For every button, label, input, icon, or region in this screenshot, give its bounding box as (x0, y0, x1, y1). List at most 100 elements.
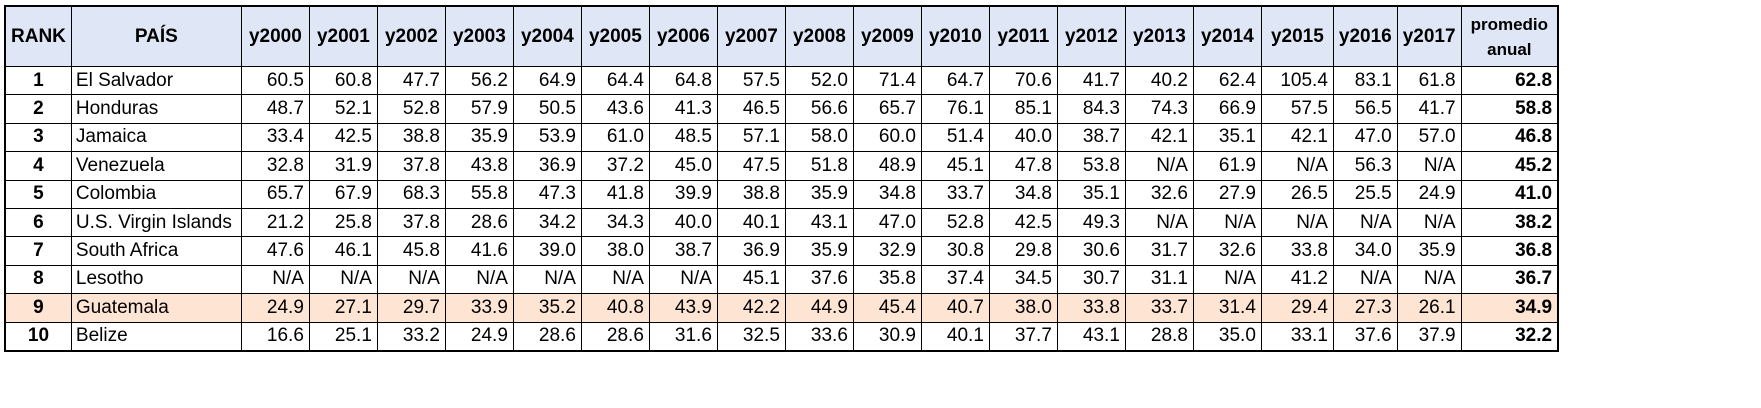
rank-cell[interactable]: 9 (4, 293, 72, 323)
value-cell[interactable]: N/A (1124, 151, 1194, 181)
value-cell[interactable]: 48.9 (852, 151, 922, 181)
value-cell[interactable]: 70.6 (988, 65, 1058, 96)
value-cell[interactable]: 84.3 (1056, 94, 1126, 124)
column-header[interactable]: y2017 (1396, 5, 1462, 67)
value-cell[interactable]: 30.9 (852, 321, 922, 352)
average-cell[interactable]: 41.0 (1460, 179, 1559, 209)
value-cell[interactable]: 36.9 (716, 236, 786, 266)
rank-cell[interactable]: 10 (4, 321, 72, 352)
value-cell[interactable]: 45.1 (716, 264, 786, 295)
country-cell[interactable]: Lesotho (70, 264, 242, 295)
value-cell[interactable]: N/A (1396, 264, 1462, 295)
value-cell[interactable]: 48.7 (240, 94, 310, 124)
value-cell[interactable]: 35.2 (512, 293, 582, 323)
column-header[interactable]: PAÍS (70, 5, 242, 67)
value-cell[interactable]: 31.4 (1192, 293, 1262, 323)
column-header[interactable]: y2003 (444, 5, 514, 67)
value-cell[interactable]: 27.1 (308, 293, 378, 323)
value-cell[interactable]: 42.1 (1260, 122, 1334, 153)
value-cell[interactable]: 46.5 (716, 94, 786, 124)
value-cell[interactable]: 31.1 (1124, 264, 1194, 295)
value-cell[interactable]: 40.0 (988, 122, 1058, 153)
value-cell[interactable]: 45.1 (920, 151, 990, 181)
value-cell[interactable]: 28.6 (444, 207, 514, 238)
value-cell[interactable]: 43.9 (648, 293, 718, 323)
country-cell[interactable]: Jamaica (70, 122, 242, 153)
value-cell[interactable]: 47.8 (988, 151, 1058, 181)
value-cell[interactable]: 37.4 (920, 264, 990, 295)
value-cell[interactable]: 37.8 (376, 207, 446, 238)
value-cell[interactable]: 35.1 (1192, 122, 1262, 153)
value-cell[interactable]: 62.4 (1192, 65, 1262, 96)
value-cell[interactable]: 41.2 (1260, 264, 1334, 295)
value-cell[interactable]: 48.5 (648, 122, 718, 153)
value-cell[interactable]: 30.7 (1056, 264, 1126, 295)
value-cell[interactable]: 41.8 (580, 179, 650, 209)
value-cell[interactable]: 40.1 (716, 207, 786, 238)
value-cell[interactable]: 64.4 (580, 65, 650, 96)
value-cell[interactable]: 61.9 (1192, 151, 1262, 181)
average-cell[interactable]: 62.8 (1460, 65, 1559, 96)
value-cell[interactable]: 60.5 (240, 65, 310, 96)
value-cell[interactable]: 41.3 (648, 94, 718, 124)
value-cell[interactable]: N/A (376, 264, 446, 295)
value-cell[interactable]: N/A (1192, 264, 1262, 295)
value-cell[interactable]: 67.9 (308, 179, 378, 209)
value-cell[interactable]: 33.4 (240, 122, 310, 153)
column-header[interactable]: y2005 (580, 5, 650, 67)
value-cell[interactable]: 25.8 (308, 207, 378, 238)
value-cell[interactable]: 52.1 (308, 94, 378, 124)
value-cell[interactable]: 35.9 (444, 122, 514, 153)
value-cell[interactable]: 52.8 (920, 207, 990, 238)
value-cell[interactable]: 47.0 (852, 207, 922, 238)
value-cell[interactable]: 32.6 (1124, 179, 1194, 209)
value-cell[interactable]: 43.1 (1056, 321, 1126, 352)
value-cell[interactable]: N/A (512, 264, 582, 295)
average-cell[interactable]: 34.9 (1460, 293, 1559, 323)
value-cell[interactable]: 35.9 (784, 179, 854, 209)
average-cell[interactable]: 38.2 (1460, 207, 1559, 238)
value-cell[interactable]: 76.1 (920, 94, 990, 124)
value-cell[interactable]: 49.3 (1056, 207, 1126, 238)
column-header[interactable]: y2000 (240, 5, 310, 67)
value-cell[interactable]: 47.6 (240, 236, 310, 266)
value-cell[interactable]: N/A (1396, 207, 1462, 238)
value-cell[interactable]: 33.2 (376, 321, 446, 352)
value-cell[interactable]: 40.7 (920, 293, 990, 323)
value-cell[interactable]: 47.7 (376, 65, 446, 96)
value-cell[interactable]: 37.6 (1332, 321, 1398, 352)
column-header[interactable]: y2016 (1332, 5, 1398, 67)
value-cell[interactable]: 36.9 (512, 151, 582, 181)
value-cell[interactable]: N/A (1332, 264, 1398, 295)
column-header[interactable]: y2012 (1056, 5, 1126, 67)
column-header[interactable]: y2007 (716, 5, 786, 67)
value-cell[interactable]: 40.2 (1124, 65, 1194, 96)
value-cell[interactable]: 33.8 (1260, 236, 1334, 266)
value-cell[interactable]: 32.5 (716, 321, 786, 352)
value-cell[interactable]: 26.5 (1260, 179, 1334, 209)
value-cell[interactable]: 83.1 (1332, 65, 1398, 96)
value-cell[interactable]: 40.0 (648, 207, 718, 238)
value-cell[interactable]: N/A (580, 264, 650, 295)
value-cell[interactable]: 47.5 (716, 151, 786, 181)
column-header[interactable]: y2008 (784, 5, 854, 67)
value-cell[interactable]: 56.3 (1332, 151, 1398, 181)
value-cell[interactable]: 51.4 (920, 122, 990, 153)
value-cell[interactable]: 29.4 (1260, 293, 1334, 323)
average-cell[interactable]: 45.2 (1460, 151, 1559, 181)
value-cell[interactable]: 65.7 (240, 179, 310, 209)
value-cell[interactable]: 34.2 (512, 207, 582, 238)
value-cell[interactable]: 58.0 (784, 122, 854, 153)
value-cell[interactable]: 45.0 (648, 151, 718, 181)
value-cell[interactable]: 57.5 (1260, 94, 1334, 124)
value-cell[interactable]: 42.2 (716, 293, 786, 323)
value-cell[interactable]: 24.9 (444, 321, 514, 352)
value-cell[interactable]: 51.8 (784, 151, 854, 181)
average-cell[interactable]: 46.8 (1460, 122, 1559, 153)
value-cell[interactable]: N/A (444, 264, 514, 295)
country-cell[interactable]: Venezuela (70, 151, 242, 181)
column-header[interactable]: y2009 (852, 5, 922, 67)
rank-cell[interactable]: 4 (4, 151, 72, 181)
value-cell[interactable]: 57.9 (444, 94, 514, 124)
country-cell[interactable]: El Salvador (70, 65, 242, 96)
